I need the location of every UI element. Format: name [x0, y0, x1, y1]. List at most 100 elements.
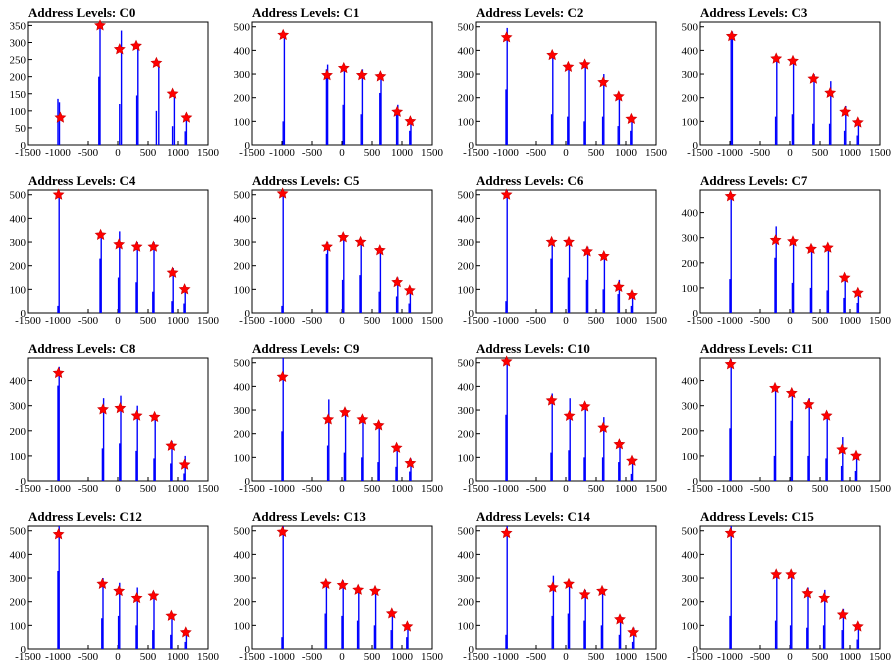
- peak-star-marker: [851, 116, 864, 128]
- chart-svg: 0 100 200 300 400 500 -1500 -1000 -500 0 500 1000 15…: [10, 525, 220, 663]
- y-tick-label: 0: [21, 476, 27, 488]
- peak-star-marker: [404, 115, 417, 127]
- x-tick-label: -1000: [493, 147, 519, 159]
- x-tick-label: 1500: [197, 483, 220, 495]
- x-tick-label: 0: [563, 483, 569, 495]
- chart-svg: 0 100 200 300 400 -1500 -1000 -500 0 500 1000 1500: [682, 357, 892, 495]
- peak-star-marker: [54, 111, 67, 123]
- peak-star-marker: [147, 240, 160, 252]
- y-tick-label: 0: [21, 140, 27, 152]
- y-tick-label: 0: [469, 308, 475, 320]
- x-tick-label: 1500: [645, 315, 668, 327]
- x-tick-label: -500: [526, 651, 547, 663]
- y-tick-label: 300: [682, 233, 699, 245]
- peak-star-marker: [276, 525, 289, 537]
- y-tick-label: 500: [234, 22, 251, 34]
- x-tick-label: -500: [78, 651, 99, 663]
- x-tick-label: 0: [339, 315, 345, 327]
- y-tick-label: 100: [682, 283, 699, 295]
- x-tick-label: 1000: [391, 483, 414, 495]
- y-tick-label: 300: [10, 401, 27, 413]
- x-tick-label: -1500: [687, 315, 713, 327]
- x-tick-label: 1000: [839, 483, 862, 495]
- x-tick-label: -1500: [463, 483, 489, 495]
- x-tick-label: 1000: [391, 315, 414, 327]
- peak-star-marker: [824, 86, 837, 99]
- peak-star-marker: [391, 276, 404, 288]
- peak-star-marker: [276, 370, 289, 382]
- x-tick-label: 1000: [615, 315, 638, 327]
- x-tick-label: -1000: [717, 315, 743, 327]
- x-tick-label: -1500: [687, 651, 713, 663]
- peak-star-marker: [403, 284, 416, 296]
- y-tick-label: 100: [234, 452, 251, 464]
- x-tick-label: 1000: [615, 483, 638, 495]
- y-tick-label: 400: [458, 45, 475, 57]
- peak-star-marker: [178, 458, 191, 470]
- chart-svg: 0 100 200 300 400 -1500 -1000 -500 0 500 1000 1500: [682, 189, 892, 327]
- y-tick-label: 250: [10, 55, 27, 67]
- chart-panel-6: Address Levels: C6 0 100 200 300 400 500 -1500-…: [448, 168, 672, 336]
- peak-star-marker: [836, 608, 849, 620]
- y-tick-label: 0: [469, 476, 475, 488]
- x-tick-label: 0: [339, 483, 345, 495]
- y-tick-label: 100: [234, 620, 251, 632]
- peak-star-marker: [336, 578, 349, 591]
- y-tick-label: 300: [458, 405, 475, 417]
- y-tick-label: 500: [682, 22, 699, 34]
- x-tick-label: 1500: [421, 483, 444, 495]
- chart-svg: 0 100 200 300 400 500 -1500 -1000 -500 0 500 1000 15…: [10, 188, 220, 327]
- axes-frame: [699, 357, 881, 482]
- y-tick-label: 300: [10, 237, 27, 249]
- peak-star-marker: [838, 271, 851, 283]
- y-tick-label: 100: [458, 620, 475, 632]
- y-tick-label: 200: [10, 597, 27, 609]
- x-tick-label: -500: [78, 483, 99, 495]
- x-tick-label: 500: [140, 147, 157, 159]
- y-tick-label: 300: [682, 401, 699, 413]
- chart-svg: 0 100 200 300 400 -1500 -1000 -500 0 500 1000 1500: [10, 357, 220, 495]
- y-tick-label: 500: [10, 526, 27, 538]
- x-tick-label: 500: [812, 651, 829, 663]
- axes-frame: [27, 21, 209, 146]
- x-tick-label: -1000: [45, 147, 71, 159]
- peak-star-marker: [785, 386, 798, 399]
- chart-title: Address Levels: C15: [700, 509, 814, 524]
- peak-star-marker: [355, 68, 368, 81]
- chart-svg: 0 100 200 300 400 500 -1500 -1000 -500 0 500 1000 15…: [682, 525, 892, 663]
- y-tick-label: 0: [245, 140, 251, 152]
- peak-star-marker: [178, 283, 191, 295]
- peak-star-marker: [500, 355, 513, 367]
- peak-star-marker: [626, 454, 638, 466]
- y-tick-label: 0: [245, 308, 251, 320]
- y-tick-label: 100: [234, 284, 251, 296]
- peak-star-marker: [97, 403, 109, 415]
- y-tick-label: 500: [234, 358, 251, 370]
- x-tick-label: 1000: [839, 315, 862, 327]
- peak-star-marker: [404, 457, 417, 469]
- x-tick-label: -500: [78, 147, 99, 159]
- peak-star-marker: [147, 589, 160, 601]
- peak-star-marker: [625, 112, 638, 125]
- x-tick-label: 1000: [167, 315, 190, 327]
- x-tick-label: 500: [364, 315, 381, 327]
- x-tick-label: 1500: [197, 147, 220, 159]
- peak-star-marker: [563, 409, 576, 421]
- x-tick-label: 500: [812, 483, 829, 495]
- peak-star-marker: [597, 421, 610, 433]
- x-tick-label: 0: [787, 483, 793, 495]
- x-tick-label: 1500: [197, 315, 220, 327]
- y-tick-label: 300: [234, 573, 251, 585]
- x-tick-label: -1000: [269, 147, 295, 159]
- peak-star-marker: [354, 235, 367, 248]
- x-tick-label: -1000: [493, 651, 519, 663]
- peak-star-marker: [180, 111, 193, 123]
- peak-star-marker: [770, 52, 783, 64]
- x-tick-label: 0: [787, 315, 793, 327]
- y-tick-label: 200: [458, 597, 475, 609]
- peak-star-marker: [319, 577, 332, 589]
- chart-title: Address Levels: C2: [476, 5, 584, 20]
- y-tick-label: 400: [234, 45, 251, 57]
- y-tick-label: 200: [10, 261, 27, 273]
- y-tick-label: 200: [458, 429, 475, 441]
